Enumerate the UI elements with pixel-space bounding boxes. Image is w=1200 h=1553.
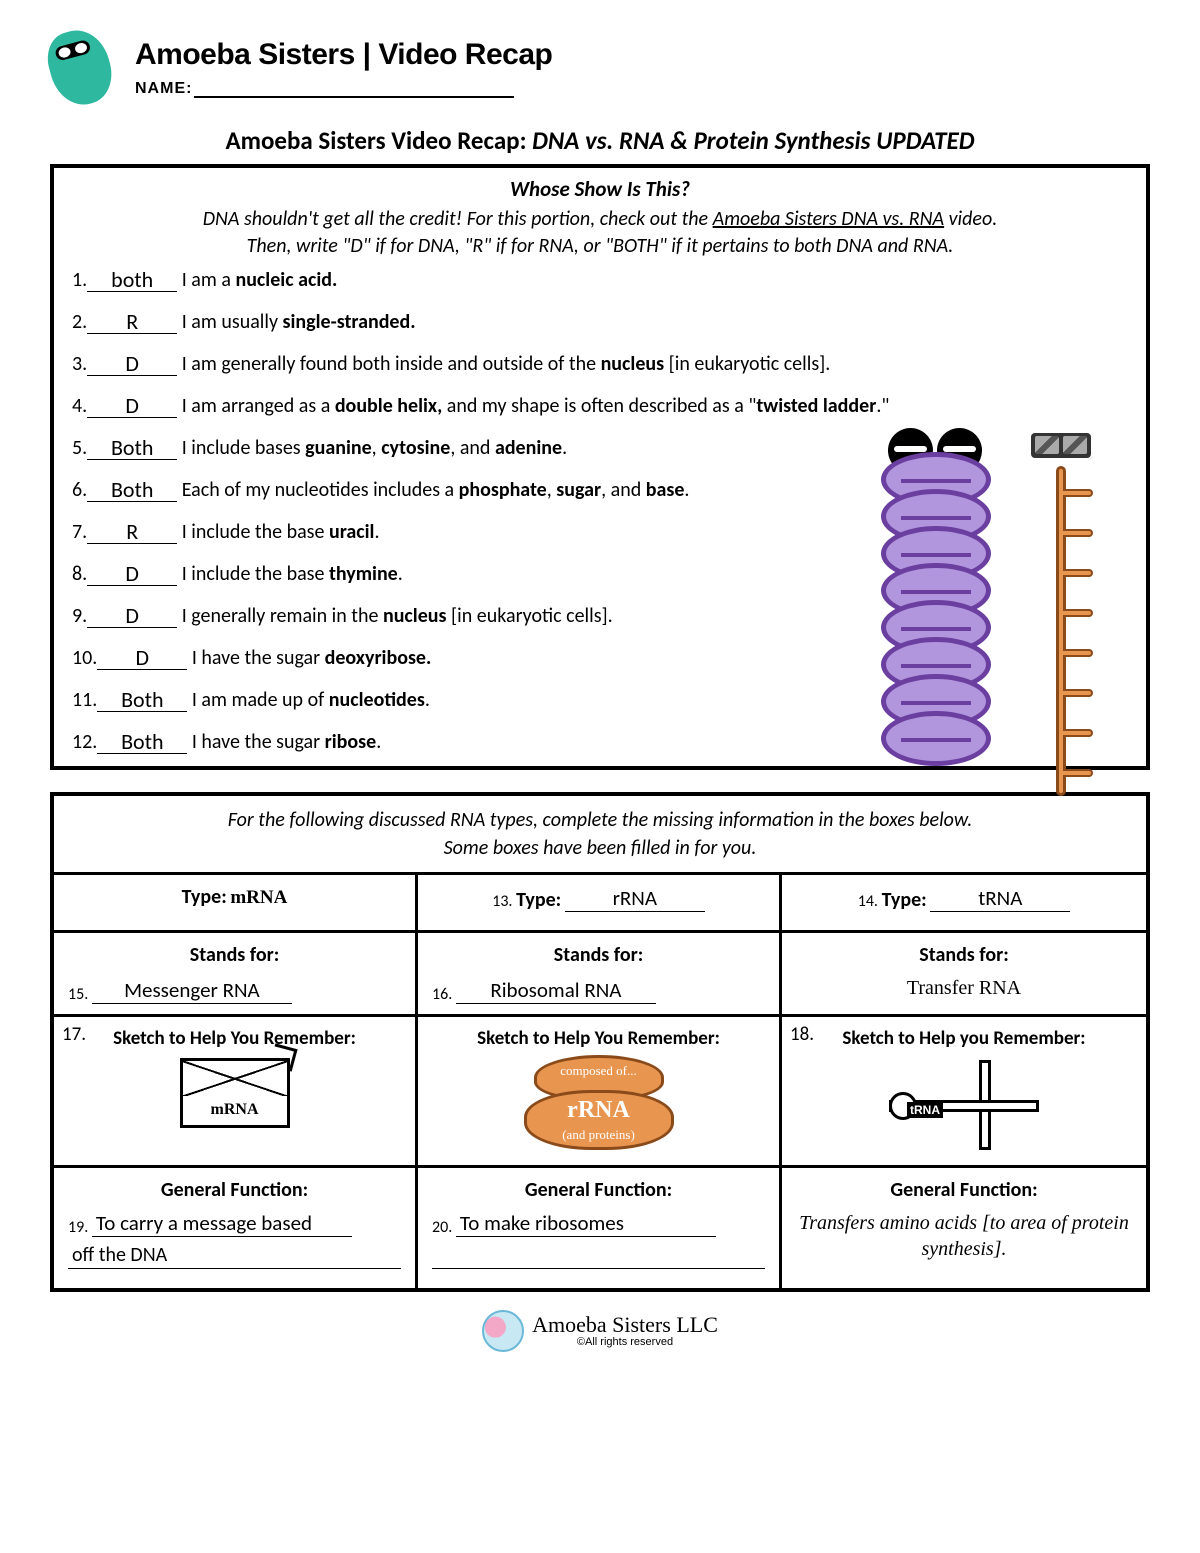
cell-stands-rrna: Stands for: 16. Ribosomal RNA (418, 933, 782, 1017)
answer-8[interactable]: D (87, 563, 177, 586)
footer-rights: ©All rights reserved (532, 1336, 718, 1348)
cell-func-rrna: General Function: 20. To make ribosomes (418, 1168, 782, 1288)
cell-type-rrna: 13. Type: rRNA (418, 875, 782, 933)
footer-logo-icon (482, 1310, 524, 1352)
dna-character-icon (866, 428, 1006, 766)
answer-11[interactable]: Both (97, 689, 187, 712)
question-row-3: 3.D I am generally found both inside and… (72, 352, 1128, 376)
answer-20a[interactable]: To make ribosomes (456, 1210, 716, 1237)
cell-type-mrna: Type: mRNA (54, 875, 418, 933)
name-field-row: NAME: (135, 80, 1150, 98)
dna-rna-illustration (836, 428, 1116, 828)
worksheet-header: Amoeba Sisters | Video Recap NAME: (50, 30, 1150, 110)
cell-sketch-trna: Sketch to Help you Remember: 18. tRNA (782, 1017, 1146, 1168)
cell-func-mrna: General Function: 19. To carry a message… (54, 1168, 418, 1288)
answer-9[interactable]: D (87, 605, 177, 628)
answer-13[interactable]: rRNA (565, 885, 705, 912)
trna-function-text: Transfers amino acids [to area of protei… (796, 1210, 1132, 1262)
answer-14[interactable]: tRNA (930, 885, 1070, 912)
page-footer: Amoeba Sisters LLC ©All rights reserved (50, 1310, 1150, 1352)
cell-sketch-mrna: Sketch to Help You Remember: 17. mRNA (54, 1017, 418, 1168)
answer-19a[interactable]: To carry a message based (92, 1210, 352, 1237)
cell-type-trna: 14. Type: tRNA (782, 875, 1146, 933)
ribosome-sketch-icon: composed of... rRNA (and proteins) (524, 1055, 674, 1155)
answer-4[interactable]: D (87, 395, 177, 418)
amoeba-logo-icon (50, 30, 125, 110)
question-row-1: 1.both I am a nucleic acid. (72, 268, 1128, 292)
transfer-rna-label: Transfer RNA (796, 977, 1132, 1000)
question-row-4: 4.D I am arranged as a double helix, and… (72, 394, 1128, 418)
cell-sketch-rrna: Sketch to Help You Remember: composed of… (418, 1017, 782, 1168)
section-instructions: DNA shouldn't get all the credit! For th… (72, 206, 1128, 260)
cell-func-trna: General Function: Transfers amino acids … (782, 1168, 1146, 1288)
worksheet-title: Amoeba Sisters Video Recap: DNA vs. RNA … (50, 125, 1150, 156)
name-blank-line[interactable] (194, 96, 514, 98)
answer-6[interactable]: Both (87, 479, 177, 502)
section-rna-types: For the following discussed RNA types, c… (50, 792, 1150, 1292)
name-label: NAME: (135, 80, 192, 97)
envelope-sketch-icon: mRNA (180, 1058, 290, 1128)
answer-3[interactable]: D (87, 353, 177, 376)
answer-7[interactable]: R (87, 521, 177, 544)
answer-12[interactable]: Both (97, 731, 187, 754)
answer-16[interactable]: Ribosomal RNA (456, 977, 656, 1004)
answer-10[interactable]: D (97, 647, 187, 670)
answer-15[interactable]: Messenger RNA (92, 977, 292, 1004)
trna-sketch-icon: tRNA (889, 1060, 1039, 1150)
rna-character-icon (1026, 433, 1106, 796)
footer-company: Amoeba Sisters LLC (532, 1314, 718, 1336)
section-heading: Whose Show Is This? (72, 176, 1128, 202)
answer-2[interactable]: R (87, 311, 177, 334)
answer-19b[interactable]: off the DNA (68, 1241, 401, 1269)
section-whose-show: Whose Show Is This? DNA shouldn't get al… (50, 164, 1150, 770)
cell-stands-trna: Stands for: Transfer RNA (782, 933, 1146, 1017)
answer-5[interactable]: Both (87, 437, 177, 460)
cell-stands-mrna: Stands for: 15. Messenger RNA (54, 933, 418, 1017)
answer-1[interactable]: both (87, 269, 177, 292)
question-row-2: 2.R I am usually single-stranded. (72, 310, 1128, 334)
brand-title: Amoeba Sisters | Video Recap (135, 38, 1150, 72)
answer-20b[interactable] (432, 1241, 765, 1269)
